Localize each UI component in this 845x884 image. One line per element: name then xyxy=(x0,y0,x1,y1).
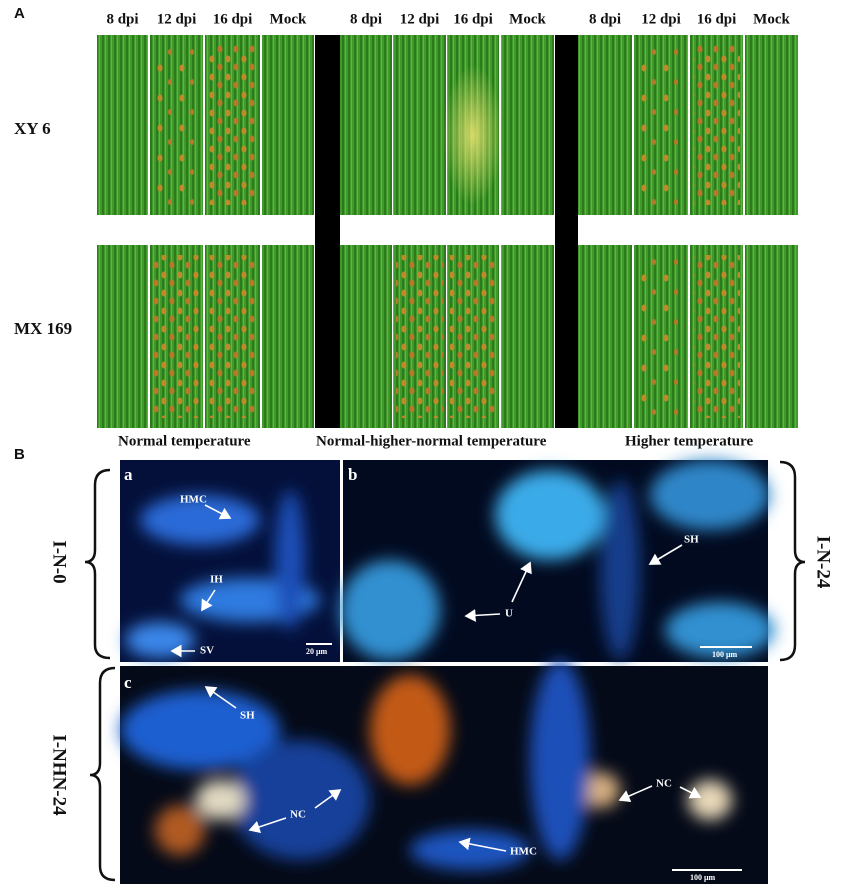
subpanel-label: c xyxy=(124,673,132,692)
leaf xyxy=(262,35,314,215)
rust-pustules xyxy=(396,255,443,418)
micrograph-c xyxy=(120,660,768,884)
arrow xyxy=(248,817,287,834)
arrow xyxy=(458,837,507,852)
column-label: 16 dpi xyxy=(213,11,253,27)
scale-label: 100 μm xyxy=(712,650,738,659)
row-label: XY 6 xyxy=(14,119,51,138)
brace xyxy=(89,666,116,882)
leaf-images xyxy=(97,35,798,428)
annotation: HMC xyxy=(180,494,207,506)
rust-pustules xyxy=(208,45,257,205)
rust-pustules xyxy=(693,255,740,418)
column-labels: 8 dpi 12 dpi 16 dpi Mock 8 dpi 12 dpi 16 dpi Mo… xyxy=(106,11,790,27)
scale-label: 20 μm xyxy=(306,647,328,656)
rust-pustules xyxy=(208,255,257,418)
annotation: SH xyxy=(684,534,699,546)
column-label: 12 dpi xyxy=(400,11,440,27)
row-label: MX 169 xyxy=(14,319,72,338)
separator xyxy=(315,35,340,428)
panel-label: B xyxy=(14,446,25,463)
annotation: SH xyxy=(240,710,255,722)
leaf xyxy=(340,245,392,428)
leaf xyxy=(340,35,392,215)
condition-label: Normal temperature xyxy=(118,433,251,449)
arrow xyxy=(204,686,237,709)
rust-pustules xyxy=(637,255,685,418)
annotation: IH xyxy=(210,574,223,586)
rust-pustules xyxy=(450,255,496,418)
chlorosis xyxy=(443,65,503,205)
side-label: I-N-0 xyxy=(49,540,70,583)
arrow xyxy=(679,786,702,799)
micrograph-a xyxy=(120,460,340,662)
micrograph-b xyxy=(340,460,775,662)
column-label: 16 dpi xyxy=(453,11,493,27)
column-label: 8 dpi xyxy=(350,11,382,27)
leaf xyxy=(393,35,446,215)
leaf xyxy=(578,35,632,215)
condition-label: Normal-higher-normal temperature xyxy=(316,433,547,449)
column-label: Mock xyxy=(509,11,546,27)
column-label: 12 dpi xyxy=(641,11,681,27)
side-label: I-NHN-24 xyxy=(49,734,70,816)
leaf xyxy=(501,35,554,215)
annotation: NC xyxy=(290,809,306,821)
rust-pustules xyxy=(693,45,740,205)
arrow xyxy=(464,609,501,622)
column-label: 8 dpi xyxy=(106,11,138,27)
arrow xyxy=(204,504,232,520)
leaf xyxy=(578,245,632,428)
arrow xyxy=(618,785,653,803)
brace xyxy=(779,460,806,662)
column-label: 16 dpi xyxy=(697,11,737,27)
panel-label: A xyxy=(14,5,25,22)
leaf xyxy=(97,35,148,215)
arrow xyxy=(314,789,342,809)
leaf xyxy=(501,245,554,428)
scale-label: 100 μm xyxy=(690,873,716,882)
rust-pustules xyxy=(637,45,685,205)
leaf xyxy=(262,245,314,428)
column-label: Mock xyxy=(270,11,307,27)
leaf xyxy=(97,245,148,428)
rust-pustules xyxy=(153,255,200,418)
column-label: 8 dpi xyxy=(589,11,621,27)
arrow xyxy=(648,544,683,565)
subpanel-label: b xyxy=(348,465,357,484)
arrow xyxy=(201,589,216,612)
arrow xyxy=(511,561,532,603)
leaf xyxy=(745,245,798,428)
condition-label: Higher temperature xyxy=(625,433,754,449)
rust-pustules xyxy=(153,45,200,205)
subpanel-label: a xyxy=(124,465,133,484)
annotation: HMC xyxy=(510,846,537,858)
annotation: SV xyxy=(200,645,214,657)
leaf xyxy=(745,35,798,215)
side-label: I-N-24 xyxy=(813,536,834,589)
annotation: U xyxy=(505,608,513,620)
separator xyxy=(555,35,578,428)
column-label: 12 dpi xyxy=(157,11,197,27)
column-label: Mock xyxy=(753,11,790,27)
brace xyxy=(84,468,111,660)
annotation: NC xyxy=(656,778,672,790)
